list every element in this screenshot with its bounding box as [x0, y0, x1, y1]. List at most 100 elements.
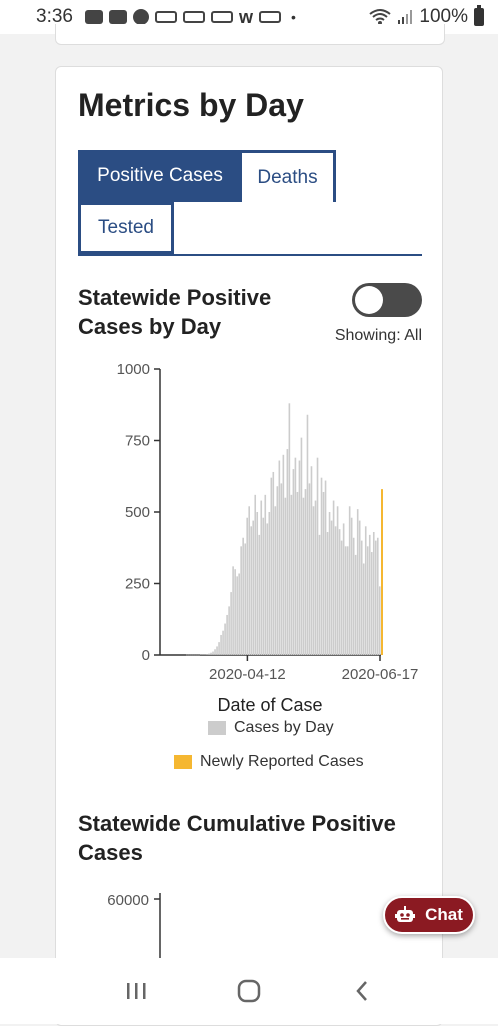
cases-bar	[324, 480, 327, 655]
daily-chart-title: Statewide Positive Cases by Day	[78, 283, 271, 341]
y-tick-label: 250	[125, 576, 150, 593]
cases-bar	[220, 634, 222, 655]
cases-bar	[234, 569, 236, 655]
cases-bar	[374, 540, 377, 655]
navigation-bar	[0, 958, 498, 1024]
cases-bar	[250, 526, 253, 655]
tab-tested[interactable]: Tested	[78, 202, 174, 254]
cases-bar	[314, 500, 317, 655]
more-notifications-icon: •	[291, 9, 296, 25]
chat-label: Chat	[425, 905, 463, 924]
y-tick-label: 750	[125, 433, 150, 450]
cases-bar	[310, 466, 313, 655]
cases-bar	[312, 506, 315, 655]
back-button[interactable]	[342, 971, 382, 1011]
legend-cases: Cases by Day	[208, 719, 334, 737]
cases-bar	[228, 606, 230, 655]
cases-bar	[368, 534, 371, 655]
cases-bar	[332, 500, 335, 655]
recent-apps-button[interactable]	[116, 971, 156, 1011]
cases-bar	[226, 614, 228, 655]
cases-bar	[364, 526, 367, 655]
cases-bar	[192, 654, 194, 656]
legend-new: Newly Reported Cases	[174, 753, 364, 771]
cases-bar	[328, 512, 331, 655]
cases-bar	[304, 489, 307, 655]
cases-bar	[290, 494, 293, 655]
cases-bar	[196, 654, 198, 656]
metric-tabs: Positive Cases Deaths Tested	[78, 150, 422, 256]
back-icon	[355, 981, 367, 1001]
cases-bar	[340, 540, 343, 655]
cases-bar	[248, 506, 251, 655]
tab-positive-cases[interactable]: Positive Cases	[78, 150, 242, 202]
cases-bar	[212, 651, 214, 655]
cases-bar	[244, 543, 246, 655]
signal-icon	[398, 10, 413, 24]
cases-bar	[286, 449, 289, 655]
cases-bar	[308, 483, 311, 655]
status-time: 3:36	[36, 6, 73, 27]
youtube-icon	[108, 10, 127, 24]
cases-bar	[276, 486, 279, 655]
showing-label: Showing: All	[334, 327, 422, 344]
x-axis-label: Date of Case	[217, 695, 322, 715]
chart-bars	[186, 403, 383, 656]
cases-bar	[266, 523, 269, 655]
cases-bar	[236, 576, 238, 655]
cases-bar	[322, 491, 325, 655]
legend-new-swatch	[174, 755, 192, 769]
chatbot-icon	[395, 906, 416, 922]
battery-icon	[474, 5, 484, 26]
chat-button[interactable]: Chat	[383, 896, 475, 934]
cases-bar	[376, 537, 379, 655]
cases-bar	[360, 540, 363, 655]
battery-percent: 100%	[419, 6, 468, 27]
cumulative-chart-title-line1: Statewide Cumulative Positive	[78, 811, 396, 836]
cases-bar	[350, 517, 353, 655]
cases-bar	[356, 509, 359, 655]
cases-bar	[186, 654, 188, 656]
cases-bar	[200, 654, 202, 655]
cases-bar	[224, 623, 226, 655]
notification-icons: w •	[84, 6, 296, 28]
cases-bar	[222, 630, 224, 655]
x-tick-label: 2020-06-17	[342, 666, 419, 683]
cases-bar	[344, 546, 347, 655]
y-tick-label: 0	[142, 647, 150, 664]
cases-bar	[202, 654, 204, 655]
blast-app-icon	[210, 11, 233, 23]
chart-axes: 1000 750 500 250 0 2020-04-12 2020-06-17 Date o…	[117, 361, 419, 715]
cases-bar	[362, 563, 365, 655]
previous-card	[55, 24, 445, 45]
w-app-icon: w	[238, 6, 253, 27]
metrics-card: Metrics by Day Positive Cases Deaths Tes…	[55, 66, 443, 1026]
cases-bar	[198, 654, 200, 656]
cases-bar	[320, 477, 323, 655]
legend-cases-swatch	[208, 721, 226, 735]
show-all-toggle[interactable]	[352, 283, 422, 317]
cases-bar	[336, 506, 339, 655]
y-tick-label: 60000	[107, 892, 149, 909]
home-button[interactable]	[229, 971, 269, 1011]
x-tick-label: 2020-04-12	[209, 666, 286, 683]
recent-apps-icon	[127, 983, 146, 999]
newly-reported-bar	[381, 489, 383, 655]
tab-deaths[interactable]: Deaths	[242, 150, 336, 202]
cases-bar	[346, 546, 349, 655]
cases-bar	[282, 454, 285, 655]
blast-app-icon	[154, 11, 177, 23]
cases-bar	[260, 500, 263, 655]
cases-bar	[298, 460, 301, 655]
cases-bar	[230, 592, 232, 655]
cases-bar	[334, 526, 337, 655]
cumulative-chart-title: Statewide Cumulative Positive Cases	[78, 809, 396, 867]
cases-bar	[378, 586, 381, 655]
cases-bar	[270, 477, 273, 655]
cases-bar	[218, 642, 220, 655]
cases-bar	[278, 460, 281, 655]
cases-bar	[342, 523, 345, 655]
cumulative-chart-title-line2: Cases	[78, 840, 143, 865]
toggle-knob	[355, 286, 383, 314]
cases-bar	[326, 532, 329, 655]
